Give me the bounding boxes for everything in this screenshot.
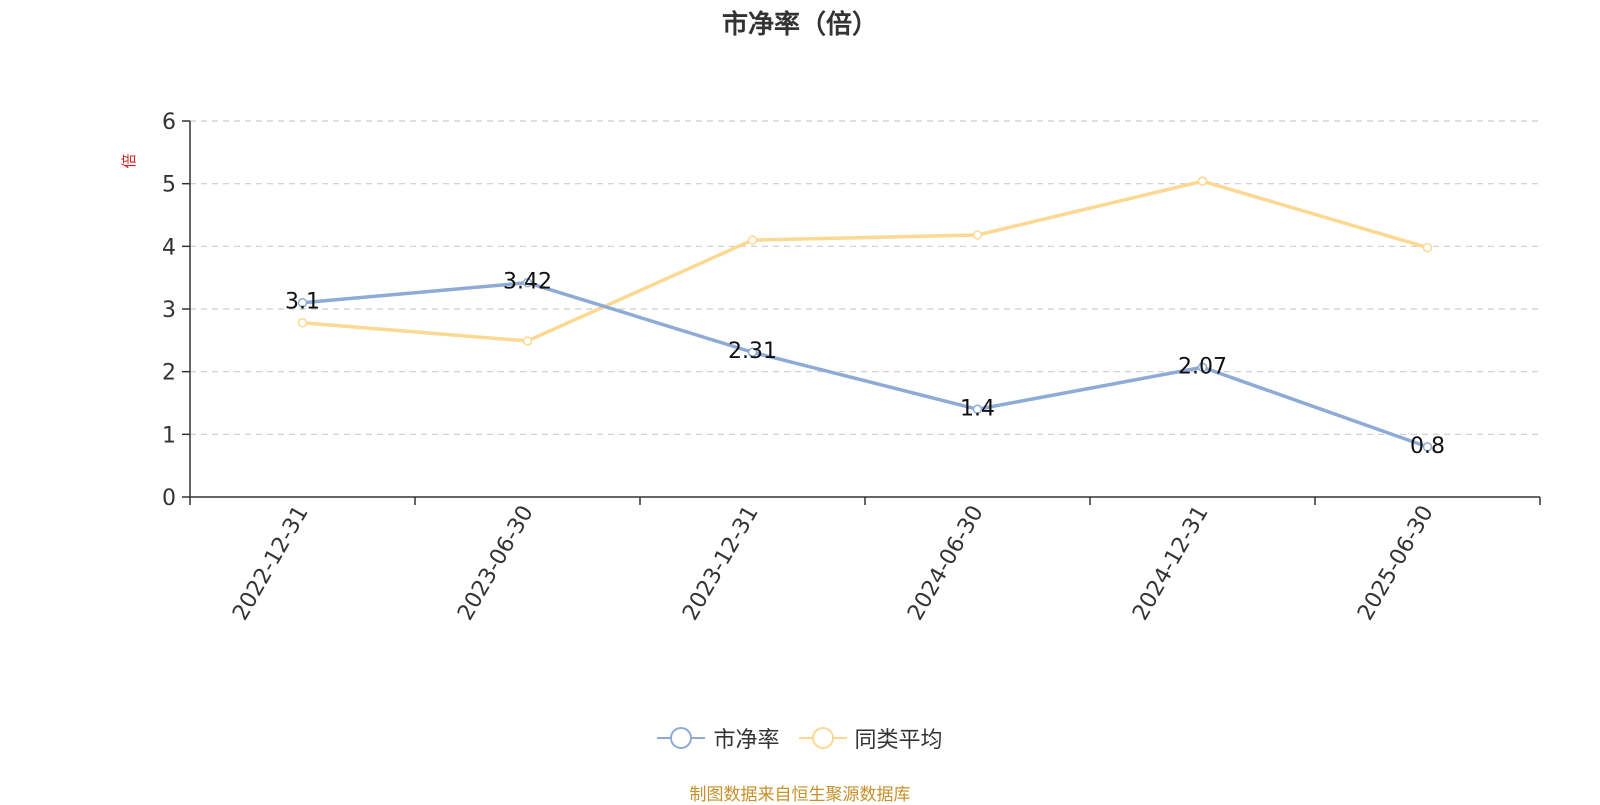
data-label: 1.4 xyxy=(960,396,995,421)
data-point-0 xyxy=(297,297,308,308)
data-point-0 xyxy=(1422,442,1433,452)
source-note: 制图数据来自恒生聚源数据库 xyxy=(689,785,911,805)
y-tick-label: 0 xyxy=(162,486,176,511)
x-tick-label: 2022-12-31 xyxy=(228,502,314,625)
y-axis-label: 倍 xyxy=(120,153,138,168)
y-tick-label: 2 xyxy=(162,361,176,386)
y-tick-label: 3 xyxy=(162,298,176,323)
data-point-1 xyxy=(522,336,533,346)
data-label: 3.42 xyxy=(503,270,552,295)
legend-label: 同类平均 xyxy=(854,728,943,753)
data-point-0 xyxy=(1197,362,1208,373)
x-tick-label: 2023-06-30 xyxy=(453,502,539,625)
series-line-0 xyxy=(302,280,1429,449)
data-point-1 xyxy=(972,230,983,240)
series-line-1 xyxy=(302,179,1428,343)
y-tick-label: 4 xyxy=(162,235,176,260)
data-label: 2.31 xyxy=(728,339,777,364)
data-label: 2.07 xyxy=(1178,354,1227,379)
legend-line-circle-icon xyxy=(798,727,847,749)
legend: 市净率 同类平均 xyxy=(0,722,1600,756)
data-point-1 xyxy=(1422,242,1433,253)
y-tick-label: 5 xyxy=(162,173,176,198)
data-point-0 xyxy=(972,404,983,415)
chart-title: 市净率（倍） xyxy=(721,10,878,40)
data-point-0 xyxy=(522,277,533,288)
data-point-0 xyxy=(747,347,758,357)
data-point-1 xyxy=(747,235,758,245)
legend-item-series-0[interactable]: 市净率 xyxy=(657,722,780,754)
x-tick-label: 2024-06-30 xyxy=(903,502,989,625)
legend-line-circle-icon xyxy=(657,727,706,749)
legend-item-series-1[interactable]: 同类平均 xyxy=(798,722,943,754)
y-tick-label: 6 xyxy=(162,110,176,135)
x-tick-label: 2023-12-31 xyxy=(678,502,764,625)
x-tick-label: 2024-12-31 xyxy=(1128,502,1214,625)
data-point-1 xyxy=(1197,176,1208,186)
y-tick-label: 1 xyxy=(162,423,176,448)
data-label: 0.8 xyxy=(1410,434,1445,459)
data-point-1 xyxy=(297,318,308,328)
x-tick-label: 2025-06-30 xyxy=(1353,502,1439,625)
legend-label: 市净率 xyxy=(713,728,780,753)
data-label: 3.1 xyxy=(285,290,320,315)
